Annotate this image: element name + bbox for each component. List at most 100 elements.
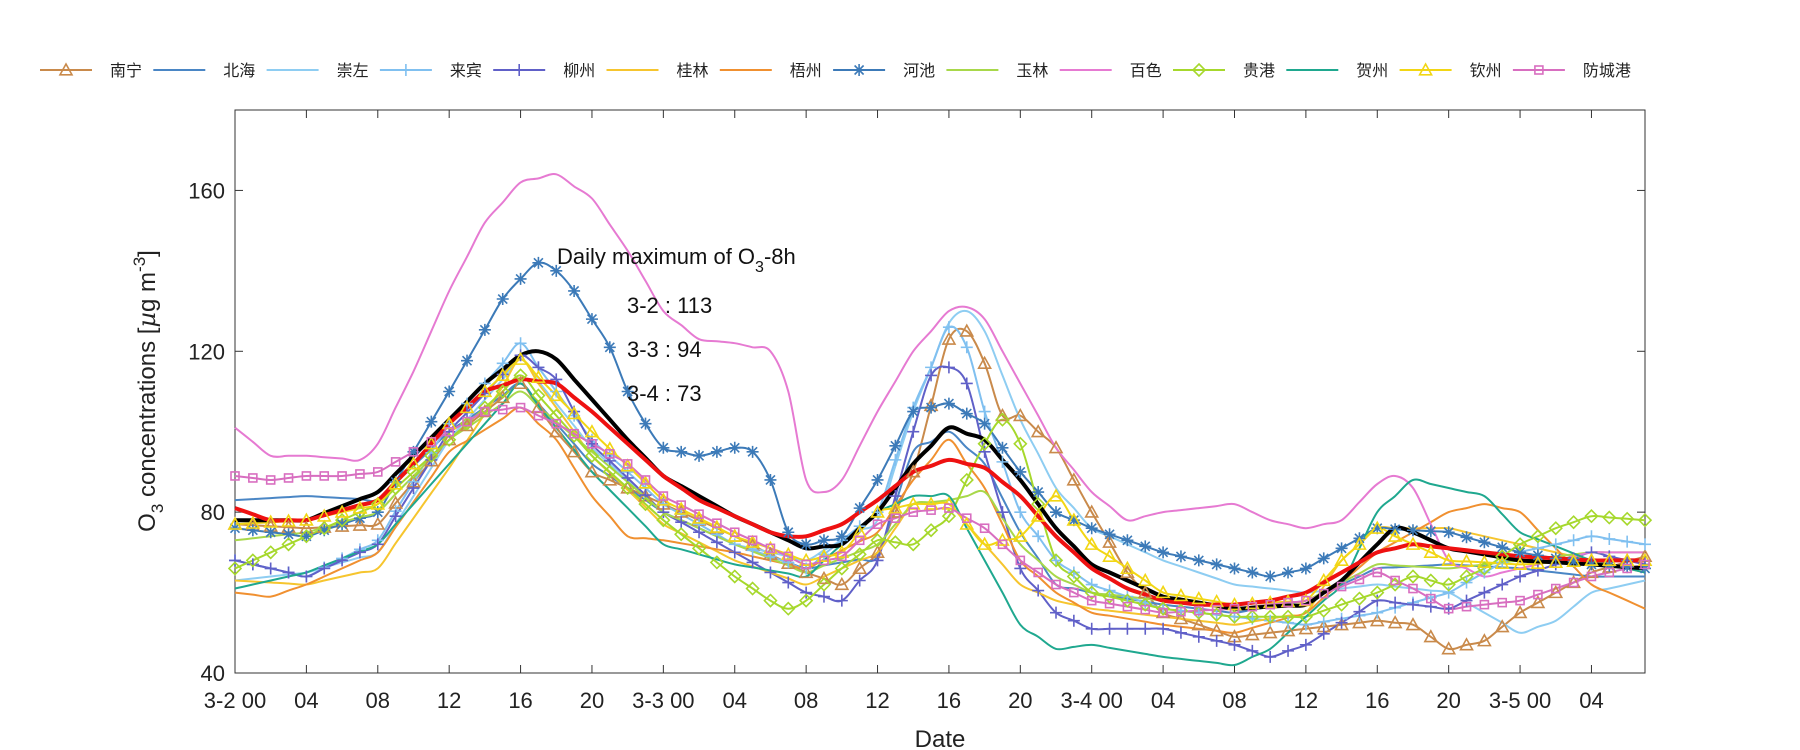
series-12-marker [1494,555,1510,570]
series-13-marker [301,471,312,481]
legend: 南宁 北海 崇左 来宾 柳州 桂林 梧州 河池 玉林 百色 贵港 贺州 钦州 防城港 [40,61,1631,80]
series-3-marker [496,357,509,370]
series-4-marker [1496,578,1509,591]
series-10-marker [1405,569,1421,584]
series-4-marker [282,566,295,579]
series-13-marker [390,457,401,467]
series-13-marker [587,438,597,449]
series-12-marker [299,512,314,526]
x-tick-label: 16 [937,688,961,713]
series-10-marker [870,533,885,548]
series-4-marker [1139,622,1152,635]
series-7-marker [1460,531,1473,544]
series-12-marker [1102,548,1117,562]
series-7-marker [550,264,563,277]
series-0-marker [584,464,600,478]
series-4-marker [925,369,938,382]
series-0-marker [1387,615,1403,629]
series-10-marker [1048,553,1064,568]
annotation-title: Daily maximum of O3-8h [557,244,796,276]
x-tick-label: 3-2 00 [204,688,266,713]
series-0-marker [798,564,814,579]
series-12-marker [334,504,350,518]
series-13-marker [497,404,508,415]
series-12-marker [406,456,421,470]
series-12-marker [548,387,564,402]
series-7-marker [1174,550,1187,563]
series-10-marker [1423,573,1438,588]
series-13-marker [1568,577,1579,588]
series-10-marker [1298,609,1314,624]
series-10-marker [781,601,796,616]
legend-marker-13 [1534,65,1544,75]
series-7-marker [336,518,349,531]
series-10-marker [1245,609,1260,624]
series-10-marker [977,436,992,451]
series-line-9 [234,173,1645,578]
series-7-marker [1085,522,1098,535]
series-0-marker [941,331,957,345]
series-12-marker [477,383,493,398]
annotation-line-3: 3-4 : 73 [627,381,702,406]
series-7-marker [1424,525,1437,538]
series-4-marker [764,566,777,579]
series-7-marker [675,445,688,458]
series-13-marker [712,518,722,529]
series-13-marker [248,473,258,483]
series-0-marker [370,516,386,530]
series-4-marker [675,516,688,529]
series-0-marker [513,375,528,390]
series-0-marker [1262,625,1278,639]
x-axis-title: Date [915,726,966,750]
series-7-marker [496,293,509,306]
series-4-marker [1067,614,1080,627]
series-12-marker [1048,488,1064,502]
series-7-marker [1317,552,1330,565]
series-3-marker [1299,618,1312,631]
series-7-marker [1014,465,1027,478]
series-13-marker [997,539,1008,550]
series-12-marker [1155,584,1171,599]
series-line-8 [234,390,1645,610]
series-13-marker [337,471,347,481]
series-13-marker [265,475,276,485]
series-10-marker [1548,521,1563,536]
series-12-marker [888,500,903,514]
series-7-marker [1496,541,1509,554]
series-4-marker [550,373,563,386]
series-12-marker [1352,536,1367,550]
series-4-marker [1406,598,1419,611]
x-tick-label: 08 [1222,688,1246,713]
series-10-marker [691,541,707,556]
series-3-marker [514,337,527,350]
x-tick-label: 04 [723,688,747,713]
series-7-marker [1299,562,1312,575]
series-7-marker [264,526,277,539]
series-12-marker [1030,508,1046,522]
series-7-marker [443,385,456,398]
series-12-marker [620,458,636,472]
x-tick-label: 20 [1008,688,1032,713]
series-12-marker [352,500,368,514]
x-tick-label: 04 [1579,688,1603,713]
series-0-marker [1048,440,1064,454]
series-7-marker [1621,561,1634,574]
series-12-marker [1423,544,1439,558]
series-13-marker [1586,571,1597,582]
x-tick-label: 04 [294,688,318,713]
series-10-marker [995,412,1010,427]
series-7-marker [246,524,259,537]
series-0-marker [1102,534,1117,548]
series-7-marker [782,526,795,539]
series-3-marker [978,405,991,418]
series-12-marker [370,496,386,510]
legend-marker-12 [1418,62,1433,76]
series-0-marker [1191,617,1207,631]
series-3-marker [889,453,902,466]
series-13-marker [1604,567,1615,578]
series-12-marker [263,514,279,528]
series-13-marker [1354,574,1365,585]
series-0-marker [1066,472,1082,486]
series-0-marker [1441,641,1457,655]
